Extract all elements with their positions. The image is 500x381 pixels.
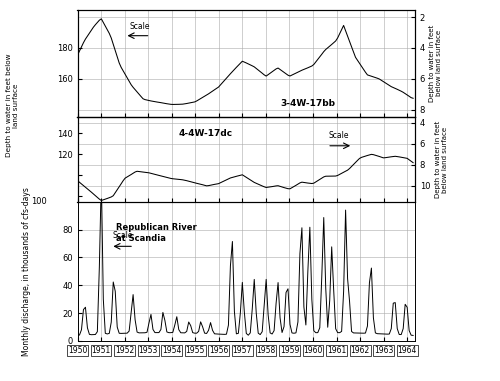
Text: Scale: Scale [113,231,134,240]
Text: Scale: Scale [328,131,349,140]
Y-axis label: Monthly discharge, in thousands of cfs-days: Monthly discharge, in thousands of cfs-d… [22,187,32,356]
Text: Depth to water in feet below
land surface: Depth to water in feet below land surfac… [6,54,19,157]
Text: 3-4W-17bb: 3-4W-17bb [280,99,335,109]
Text: Scale: Scale [130,22,150,31]
Y-axis label: Depth to water in feet
below land surface: Depth to water in feet below land surfac… [430,25,442,102]
Text: 100: 100 [31,197,47,206]
Y-axis label: Depth to water in feet
below land surface: Depth to water in feet below land surfac… [434,121,448,198]
Text: 4-4W-17dc: 4-4W-17dc [179,129,233,138]
Text: Republican River
at Scandia: Republican River at Scandia [116,223,197,243]
